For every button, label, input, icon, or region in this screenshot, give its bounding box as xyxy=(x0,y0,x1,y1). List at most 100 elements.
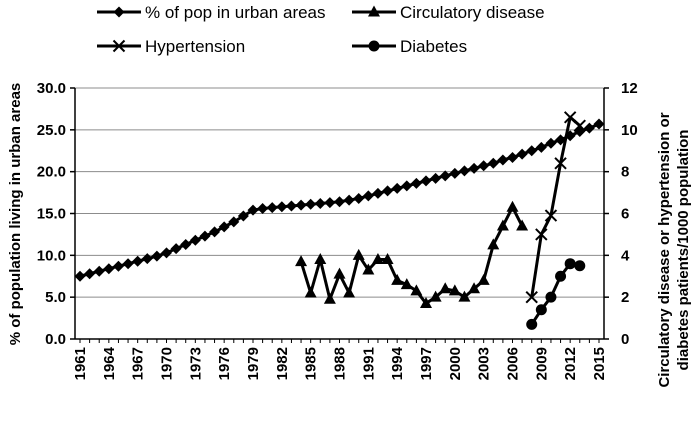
of-pop-in-urban-areas-point xyxy=(449,167,461,179)
circulatory-disease-point xyxy=(352,248,365,260)
of-pop-in-urban-areas-point xyxy=(420,175,432,187)
legend-item-of-pop-in-urban-areas: % of pop in urban areas xyxy=(97,3,326,22)
gridlines xyxy=(75,87,604,298)
circulatory-disease-point xyxy=(362,263,375,275)
hypertension-point xyxy=(535,228,548,241)
circulatory-disease-point xyxy=(458,290,471,302)
x-tick-label: 1988 xyxy=(332,347,349,380)
of-pop-in-urban-areas-point xyxy=(295,199,307,211)
of-pop-in-urban-areas-point xyxy=(458,165,470,177)
left-tick-label: 0.0 xyxy=(45,331,66,348)
circulatory-disease-point xyxy=(391,273,404,285)
of-pop-in-urban-areas-point xyxy=(382,185,394,197)
x-tick-label: 1991 xyxy=(360,347,377,380)
x-tick-label: 1982 xyxy=(274,347,291,380)
x-tick-label: 2009 xyxy=(533,347,550,380)
series-circulatory-disease xyxy=(295,200,529,308)
diabetes-point xyxy=(526,318,538,330)
legend-label: Diabetes xyxy=(400,37,467,56)
x-tick-label: 1976 xyxy=(216,347,233,380)
right-tick-label: 12 xyxy=(621,80,638,97)
of-pop-in-urban-areas-point xyxy=(228,216,240,228)
x-tick-label: 1961 xyxy=(72,347,89,380)
of-pop-in-urban-areas-point xyxy=(84,268,96,280)
diabetes-point xyxy=(574,260,586,272)
right-axis-title-line2: diabetes patients/1000 population xyxy=(675,130,692,371)
legend-marker xyxy=(368,5,380,17)
of-pop-in-urban-areas-point xyxy=(391,182,403,194)
series-diabetes xyxy=(526,258,586,330)
circulatory-disease-point xyxy=(506,200,519,212)
circulatory-disease-point xyxy=(477,273,490,285)
x-tick-label: 2000 xyxy=(447,347,464,380)
of-pop-in-urban-areas-point xyxy=(343,194,355,206)
x-tick-label: 2003 xyxy=(476,347,493,380)
left-tick-label: 5.0 xyxy=(45,289,66,306)
of-pop-in-urban-areas-point xyxy=(334,196,345,208)
of-pop-in-urban-areas-point xyxy=(372,187,384,199)
of-pop-in-urban-areas-point xyxy=(199,230,211,242)
legend-marker-stroke xyxy=(112,39,126,53)
diabetes-point xyxy=(545,291,557,303)
circulatory-disease-point xyxy=(487,238,500,250)
of-pop-in-urban-areas-point xyxy=(266,202,278,214)
left-tick-label: 30.0 xyxy=(37,80,66,97)
right-tick-label: 6 xyxy=(621,206,629,223)
legend: % of pop in urban areas Circulatory disea… xyxy=(97,3,545,56)
hypertension-point-stroke xyxy=(535,228,548,241)
hypertension-point-stroke xyxy=(525,290,538,304)
of-pop-in-urban-areas-point xyxy=(410,177,422,189)
hypertension-point-stroke xyxy=(554,157,567,170)
legend-marker xyxy=(113,6,125,18)
right-axis-ticks: 0 2 4 6 8 10 12 xyxy=(604,80,638,348)
circulatory-disease-point xyxy=(429,290,442,302)
of-pop-in-urban-areas-point xyxy=(93,265,105,277)
of-pop-in-urban-areas-point xyxy=(209,226,221,238)
hypertension-point xyxy=(573,119,586,132)
x-tick-label: 1964 xyxy=(101,346,118,380)
hypertension-line xyxy=(530,115,581,298)
of-pop-in-urban-areas-point xyxy=(103,263,115,275)
of-pop-in-urban-areas-point xyxy=(362,190,374,202)
hypertension-point-stroke xyxy=(544,209,558,222)
x-tick-label: 2012 xyxy=(562,347,579,380)
diabetes-point xyxy=(564,258,576,270)
series-of-pop-in-urban-areas xyxy=(74,118,605,282)
legend-marker xyxy=(368,40,380,52)
of-pop-in-urban-areas-point xyxy=(189,234,201,246)
of-pop-in-urban-areas-point xyxy=(276,201,288,213)
x-tick-label: 2006 xyxy=(505,347,522,380)
of-pop-in-urban-areas-point xyxy=(583,122,595,134)
right-tick-label: 10 xyxy=(621,122,638,139)
legend-marker xyxy=(112,39,126,53)
circulatory-disease-point xyxy=(410,284,423,296)
of-pop-in-urban-areas-point xyxy=(170,243,182,255)
of-pop-in-urban-areas-point xyxy=(535,141,547,153)
legend-label: Circulatory disease xyxy=(400,3,545,22)
of-pop-in-urban-areas-point xyxy=(132,255,144,267)
of-pop-in-urban-areas-point xyxy=(478,160,490,172)
series-layer xyxy=(74,111,605,330)
legend-label: % of pop in urban areas xyxy=(145,3,326,22)
circulatory-disease-point xyxy=(333,267,346,279)
of-pop-in-urban-areas-point xyxy=(151,250,163,262)
of-pop-in-urban-areas-point xyxy=(122,258,134,270)
circulatory-disease-point xyxy=(314,253,327,265)
legend-label: Hypertension xyxy=(145,37,245,56)
hypertension-point xyxy=(554,157,567,170)
of-pop-in-urban-areas-point xyxy=(74,270,86,282)
right-tick-label: 4 xyxy=(621,247,630,264)
left-tick-label: 10.0 xyxy=(37,247,66,264)
hypertension-point xyxy=(525,290,538,304)
of-pop-in-urban-areas-point xyxy=(545,137,557,149)
of-pop-in-urban-areas-point xyxy=(507,151,518,163)
right-tick-label: 2 xyxy=(621,289,629,306)
of-pop-in-urban-areas-point xyxy=(468,162,480,174)
of-pop-in-urban-areas-point xyxy=(257,202,269,214)
of-pop-in-urban-areas-point xyxy=(247,204,259,216)
hypertension-point xyxy=(544,209,558,222)
of-pop-in-urban-areas-point xyxy=(526,145,538,157)
of-pop-in-urban-areas-point xyxy=(305,198,317,210)
right-axis-title-line1: Circulatory disease or hypertension or xyxy=(656,112,673,387)
